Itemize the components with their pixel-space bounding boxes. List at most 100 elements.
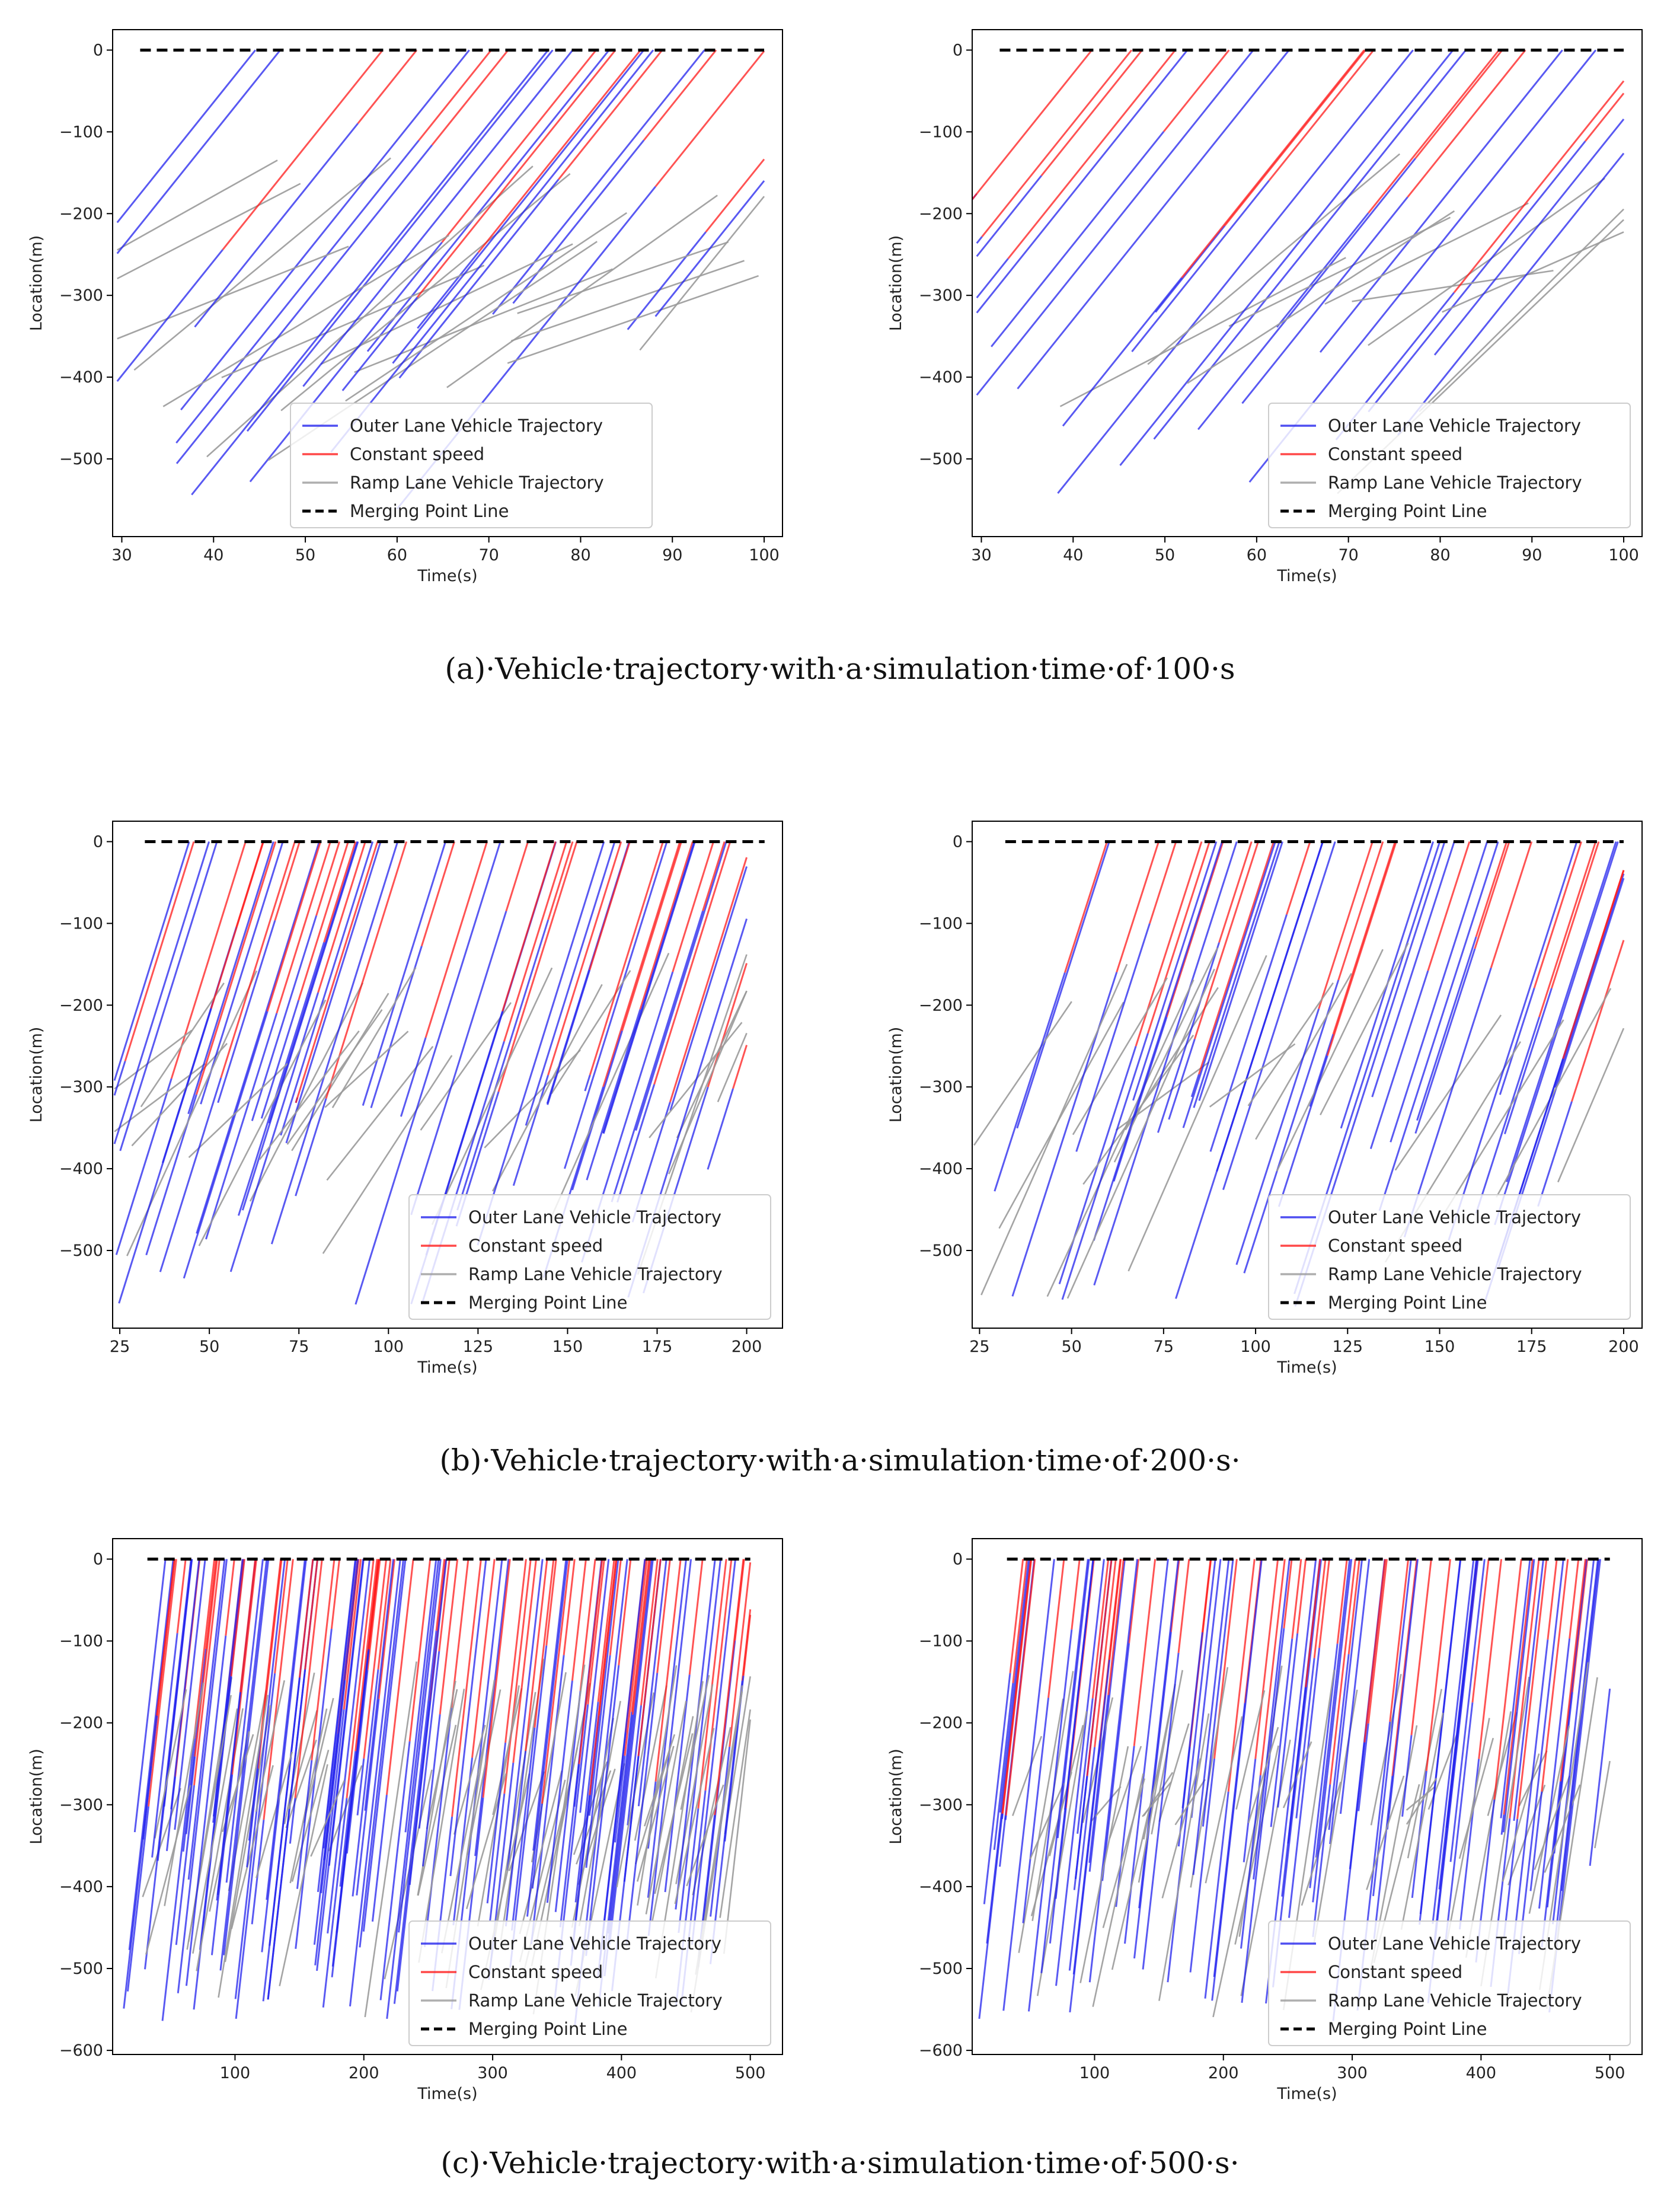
ramp-trajectory (1029, 1782, 1065, 1859)
constant-speed-segment (1197, 841, 1275, 1075)
outer-trajectory (116, 249, 223, 382)
outer-trajectory (512, 1074, 550, 1186)
constant-speed-segment (194, 1559, 218, 1757)
outer-trajectory (603, 1559, 653, 1977)
constant-speed-segment (377, 1559, 392, 1670)
ramp-trajectory (636, 1746, 675, 1882)
outer-trajectory (1500, 1814, 1505, 1835)
constant-speed-segment (1562, 870, 1625, 1060)
ramp-trajectory (288, 1710, 318, 1810)
constant-speed-segment (558, 49, 663, 180)
constant-speed-segment (1547, 1559, 1558, 1640)
constant-speed-segment (1571, 940, 1625, 1102)
outer-trajectory (398, 1559, 442, 1933)
constant-speed-segment (330, 1559, 341, 1629)
outer-trajectory (133, 1559, 167, 1833)
y-tick-label: −400 (59, 368, 103, 387)
constant-speed-segment (637, 1559, 662, 1756)
outer-trajectory (707, 1088, 734, 1170)
constant-speed-segment (704, 1559, 733, 1791)
outer-trajectory (617, 1084, 656, 1203)
outer-trajectory (356, 1758, 365, 1816)
ramp-trajectory (418, 1689, 465, 1963)
x-tick-label: 125 (463, 1338, 494, 1356)
outer-trajectory (156, 1559, 193, 1861)
y-tick-label: −300 (919, 1796, 963, 1814)
outer-trajectory (1373, 1775, 1394, 1939)
outer-trajectory (1499, 987, 1535, 1095)
outer-trajectory (366, 49, 610, 352)
ramp-trajectory (279, 1764, 328, 1986)
outer-trajectory (113, 841, 190, 1081)
x-tick-label: 40 (203, 546, 223, 564)
x-tick-label: 400 (1466, 2064, 1497, 2082)
constant-speed-segment (1259, 1559, 1286, 1776)
outer-trajectory (504, 1750, 527, 1926)
constant-speed-segment (1509, 1559, 1540, 1818)
constant-speed-segment (589, 1559, 617, 1795)
ramp-trajectory (578, 1701, 621, 1926)
constant-speed-segment (1391, 1559, 1418, 1776)
constant-speed-segment (654, 50, 765, 187)
outer-trajectory (1358, 1723, 1369, 1811)
outer-trajectory (327, 1559, 371, 1934)
constant-speed-segment (1009, 1559, 1024, 1673)
legend-label: Outer Lane Vehicle Trajectory (350, 416, 603, 436)
constant-speed-segment (1224, 49, 1366, 226)
constant-speed-segment (408, 1559, 432, 1742)
legend-label: Constant speed (468, 1962, 603, 1982)
ramp-trajectory (1066, 968, 1215, 1299)
ramp-trajectory (644, 1734, 676, 1827)
legend-label: Constant speed (468, 1236, 603, 1256)
constant-speed-segment (259, 1559, 282, 1740)
outer-trajectory (983, 1673, 1011, 1904)
outer-trajectory (1055, 1559, 1105, 1986)
ramp-trajectory (186, 1695, 232, 1950)
y-tick-label: −400 (919, 1160, 963, 1178)
legend-label: Merging Point Line (1328, 1293, 1487, 1313)
constant-speed-segment (1107, 1559, 1125, 1695)
trajectories (972, 49, 1625, 494)
outer-trajectory (647, 1559, 687, 1898)
outer-trajectory (976, 49, 1189, 314)
outer-trajectory (1004, 1815, 1007, 1820)
outer-trajectory (219, 1559, 268, 1971)
constant-speed-segment (220, 841, 296, 1079)
ramp-trajectory (1072, 977, 1168, 1135)
outer-trajectory (1369, 970, 1429, 1150)
constant-speed-segment (1012, 1559, 1028, 1683)
ramp-trajectory (1487, 1712, 1518, 1816)
constant-speed-segment (672, 841, 714, 972)
constant-speed-segment (176, 1559, 187, 1634)
constant-speed-segment (587, 1559, 605, 1705)
outer-trajectory (1386, 1559, 1419, 1830)
plot-frame (112, 1538, 783, 2055)
outer-trajectory (323, 1559, 359, 1861)
constant-speed-segment (639, 841, 694, 1010)
legend: Outer Lane Vehicle Trajectory Constant sp… (1268, 1194, 1631, 1320)
ramp-trajectory (1400, 1712, 1444, 1930)
constant-speed-segment (385, 1559, 414, 1795)
constant-speed-segment (1367, 1559, 1388, 1724)
outer-trajectory (249, 241, 443, 483)
outer-trajectory (1193, 841, 1280, 1108)
y-tick-label: 0 (953, 1550, 963, 1569)
ramp-trajectory (117, 245, 349, 340)
outer-trajectory (547, 969, 591, 1105)
constant-speed-segment (578, 1559, 603, 1765)
constant-speed-segment (1254, 1559, 1279, 1759)
legend: Outer Lane Vehicle Trajectory Constant sp… (1268, 1920, 1631, 2046)
outer-trajectory (177, 1559, 228, 1993)
legend-label: Merging Point Line (1328, 2019, 1487, 2039)
ramp-trajectory (1046, 979, 1194, 1297)
outer-trajectory (1192, 1559, 1230, 1875)
outer-trajectory (1414, 948, 1476, 1134)
outer-trajectory (1132, 841, 1218, 1101)
outer-trajectory (1309, 1644, 1339, 1888)
outer-trajectory (678, 1559, 722, 1934)
outer-trajectory (1040, 1559, 1089, 1973)
ramp-trajectory (324, 1030, 409, 1108)
ramp-trajectory (1059, 257, 1346, 407)
outer-trajectory (314, 1709, 345, 1966)
constant-speed-segment (1475, 841, 1508, 937)
